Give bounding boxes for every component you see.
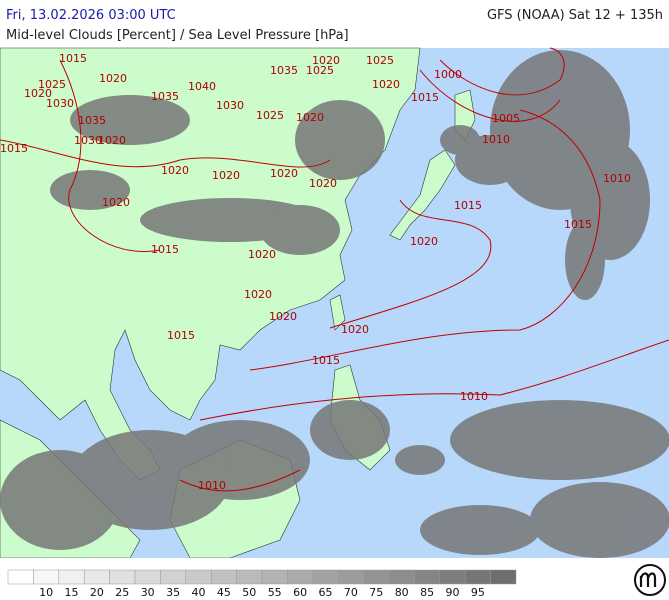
isobar-label: 1030 xyxy=(74,134,102,147)
isobar-label: 1010 xyxy=(198,479,226,492)
isobar-label: 1035 xyxy=(78,114,106,127)
legend-label: 65 xyxy=(319,586,333,599)
legend-label: 30 xyxy=(141,586,155,599)
legend-swatch xyxy=(109,569,136,585)
subtitle: Mid-level Clouds [Percent] / Sea Level P… xyxy=(6,28,349,43)
isobar-label: 1020 xyxy=(248,248,276,261)
legend-label: 95 xyxy=(471,586,485,599)
isobar-label: 1015 xyxy=(454,199,482,212)
legend-label: 55 xyxy=(268,586,282,599)
isobar-label: 1020 xyxy=(309,177,337,190)
isobar-label: 1005 xyxy=(492,112,520,125)
legend-label: 90 xyxy=(446,586,460,599)
legend-swatch xyxy=(439,569,466,585)
isobar-label: 1025 xyxy=(366,54,394,67)
legend-swatch xyxy=(261,569,288,585)
legend-label: 10 xyxy=(39,586,53,599)
isobar-label: 1025 xyxy=(256,109,284,122)
isobar-label: 1020 xyxy=(161,164,189,177)
model-info: GFS (NOAA) Sat 12 + 135h xyxy=(487,8,663,23)
legend-swatch xyxy=(83,569,110,585)
legend-label: 50 xyxy=(242,586,256,599)
legend-label: 60 xyxy=(293,586,307,599)
legend-label: 75 xyxy=(369,586,383,599)
legend-label: 85 xyxy=(420,586,434,599)
legend-swatch xyxy=(185,569,212,585)
isobar-label: 1040 xyxy=(188,80,216,93)
isobar-label: 1010 xyxy=(482,133,510,146)
legend-swatch xyxy=(210,569,237,585)
isobar-label: 1000 xyxy=(434,68,462,81)
isobar-label: 1015 xyxy=(312,354,340,367)
legend-swatch xyxy=(33,569,60,585)
legend-swatch xyxy=(312,569,339,585)
legend-label: 45 xyxy=(217,586,231,599)
legend-label: 15 xyxy=(65,586,79,599)
taiwan xyxy=(329,294,346,331)
isobar-label: 1020 xyxy=(296,111,324,124)
legend-swatch xyxy=(464,569,491,585)
logo xyxy=(634,564,666,596)
isobar-label: 1020 xyxy=(212,169,240,182)
legend-swatch xyxy=(388,569,415,585)
legend-label: 70 xyxy=(344,586,358,599)
legend-swatch xyxy=(490,569,517,585)
legend-swatch xyxy=(414,569,441,585)
isobars xyxy=(0,47,669,492)
isobar-label: 1015 xyxy=(59,52,87,65)
isobar-label: 1030 xyxy=(216,99,244,112)
isobar-label: 1015 xyxy=(167,329,195,342)
isobar-label: 1020 xyxy=(24,87,52,100)
legend-label: 20 xyxy=(90,586,104,599)
isobar-label: 1015 xyxy=(151,243,179,256)
legend-label: 35 xyxy=(166,586,180,599)
isobar-label: 1010 xyxy=(460,390,488,403)
legend: 10 15 20 25 30 35 40 45 50 55 60 65 70 75 80 85 90 95 xyxy=(7,569,517,599)
isobar-label: 1020 xyxy=(269,310,297,323)
japan xyxy=(389,149,456,241)
legend-swatch xyxy=(236,569,263,585)
legend-swatch xyxy=(7,569,34,585)
isobar-label: 1015 xyxy=(564,218,592,231)
isobar-label: 1020 xyxy=(98,134,126,147)
legend-label: 25 xyxy=(115,586,129,599)
isobar-label: 1025 xyxy=(38,78,66,91)
isobar-label: 1035 xyxy=(270,64,298,77)
isobar-label: 1025 xyxy=(306,64,334,77)
datetime: Fri, 13.02.2026 03:00 UTC xyxy=(6,8,176,23)
legend-swatch xyxy=(363,569,390,585)
isobar-label: 1015 xyxy=(411,91,439,104)
legend-label: 40 xyxy=(192,586,206,599)
legend-swatch xyxy=(160,569,187,585)
isobar-label: 1030 xyxy=(46,97,74,110)
isobar-label: 1010 xyxy=(603,172,631,185)
legend-swatch xyxy=(58,569,85,585)
isobar-label: 1020 xyxy=(99,72,127,85)
isobar-label: 1015 xyxy=(0,142,28,155)
isobar-label: 1020 xyxy=(270,167,298,180)
isobar-label: 1020 xyxy=(372,78,400,91)
isobar-label: 1020 xyxy=(312,54,340,67)
legend-swatch xyxy=(287,569,314,585)
legend-swatch xyxy=(134,569,161,585)
legend-label: 80 xyxy=(395,586,409,599)
legend-swatch xyxy=(337,569,364,585)
isobar-label: 1035 xyxy=(151,90,179,103)
isobar-label: 1020 xyxy=(102,196,130,209)
isobar-label: 1020 xyxy=(410,235,438,248)
isobar-label: 1020 xyxy=(341,323,369,336)
isobar-label: 1020 xyxy=(244,288,272,301)
